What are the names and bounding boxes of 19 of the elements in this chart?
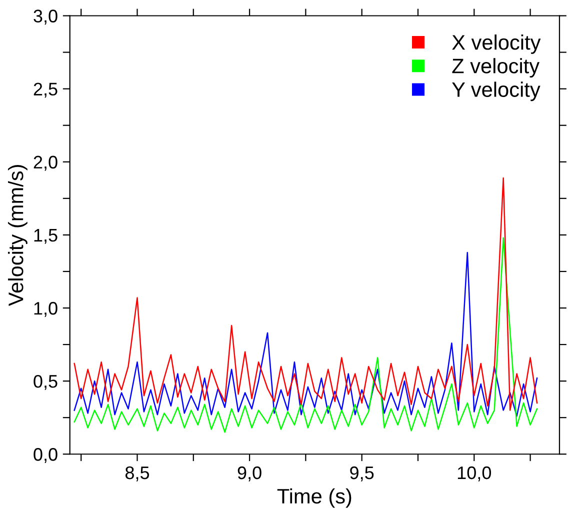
line-series — [74, 252, 538, 417]
y-tick-label: 2,5 — [34, 82, 58, 98]
x-tick-label: 9,5 — [350, 466, 374, 482]
y-tick-label: 1,5 — [34, 229, 58, 244]
x-tick-label: 10,0 — [458, 466, 491, 482]
y-tick-label: 2,0 — [34, 156, 58, 171]
y-axis-title: Velocity (mm/s) — [8, 165, 28, 306]
y-tick-label: 3,0 — [34, 10, 58, 25]
y-tick-label: 1,0 — [34, 302, 58, 317]
legend-label: Z velocity — [452, 58, 540, 78]
x-axis-title: Time (s) — [277, 488, 352, 508]
legend-label: Y velocity — [452, 82, 540, 102]
y-tick-label: 0,0 — [34, 448, 58, 463]
legend-label: X velocity — [452, 34, 541, 54]
line-series — [74, 237, 538, 433]
line-series — [74, 177, 538, 411]
y-tick-label: 0,5 — [34, 374, 58, 390]
x-tick-label: 9,0 — [238, 466, 262, 482]
x-tick-label: 8,5 — [125, 466, 150, 482]
